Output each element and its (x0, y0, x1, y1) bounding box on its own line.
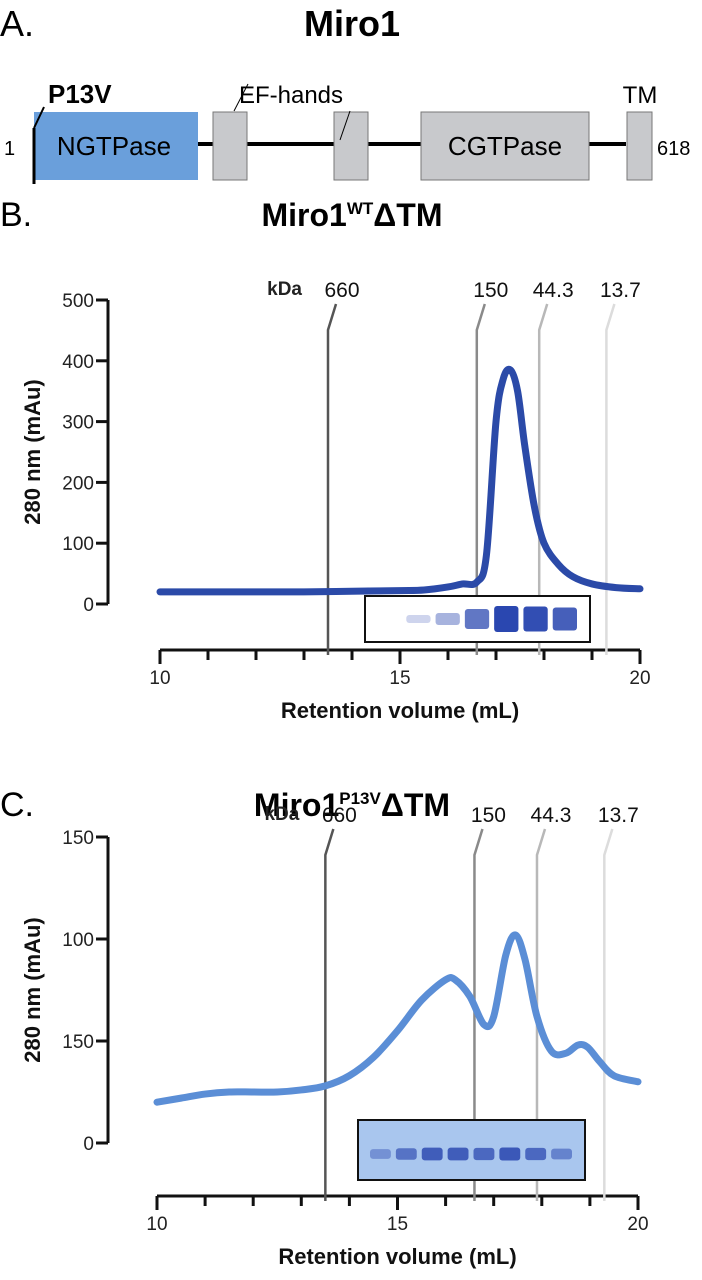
size-marker-label: 44.3 (533, 279, 574, 302)
title-main: Miro1 (254, 787, 339, 823)
gel-band (421, 1147, 443, 1161)
gel-band (395, 1148, 417, 1160)
size-marker-label: 13.7 (600, 279, 641, 302)
start-residue: 1 (4, 138, 15, 160)
ef-pointer-1 (233, 83, 249, 112)
x-tick-label: 15 (387, 1214, 408, 1235)
protein-title: Miro1 (304, 3, 400, 44)
kda-unit-label: kDa (267, 279, 302, 300)
gel-band (552, 607, 577, 631)
ngtpase-label: NGTPase (57, 131, 171, 161)
ef-hands-label: EF-hands (239, 82, 343, 109)
gel-inset (357, 1119, 586, 1181)
x-tick-label: 10 (146, 1214, 167, 1235)
y-tick-label: 200 (62, 473, 94, 494)
size-marker-line (603, 828, 614, 1201)
panel-a-domain-diagram: A. Miro1 P13V EF-hands TM NGTPase CGTPas… (0, 3, 690, 184)
y-tick-label: 150 (62, 828, 94, 849)
x-tick-label: 20 (629, 668, 650, 689)
y-tick-label: 300 (62, 413, 94, 434)
x-tick-label: 10 (149, 668, 170, 689)
size-marker-label: 150 (471, 804, 506, 827)
chart-c: C. Miro1P13VΔTM 0 150 100 150 280 nm (mAu) 10 15… (0, 786, 649, 1269)
cgtpase-label: CGTPase (448, 131, 562, 161)
gel-band (473, 1147, 495, 1161)
gel-band (464, 609, 490, 629)
x-tick-label: 15 (389, 668, 410, 689)
y-axis-label: 280 nm (mAu) (20, 379, 45, 524)
size-marker-line (475, 303, 486, 655)
gel-band (435, 613, 460, 625)
ngtpase-domain (34, 112, 198, 180)
kda-unit-label: kDa (264, 804, 299, 825)
size-marker-line (326, 303, 338, 655)
y-tick-label: 0 (83, 1134, 94, 1155)
y-tick-label: 100 (62, 534, 94, 555)
ef-hand-1-domain (212, 111, 248, 181)
chart-b: B. Miro1WTΔTM 0 100 200 300 400 500 280 nm (mAu)… (0, 196, 651, 723)
gel-band (370, 1149, 391, 1159)
y-tick-label: 0 (83, 595, 94, 616)
mutation-label: P13V (48, 79, 112, 109)
chart-title: Miro1P13VΔTM (254, 787, 450, 823)
y-tick-label: 150 (62, 1032, 94, 1053)
gel-band (551, 1148, 572, 1160)
tm-domain (626, 111, 653, 181)
size-marker-line (473, 828, 484, 1201)
gel-inset (364, 595, 591, 643)
gel-band (525, 1147, 547, 1161)
x-tick-label: 20 (627, 1214, 648, 1235)
chromatogram-trace (156, 365, 644, 596)
gel-band (494, 606, 519, 632)
title-superscript: P13V (339, 789, 381, 808)
gel-band (406, 615, 431, 623)
size-marker-line (324, 828, 335, 1201)
y-axis-label: 280 nm (mAu) (20, 917, 45, 1062)
size-marker-line (535, 828, 547, 1201)
gel-band (447, 1147, 469, 1161)
x-axis-label: Retention volume (mL) (278, 1244, 516, 1269)
chromatogram-trace (153, 931, 642, 1106)
title-suffix: ΔTM (381, 787, 450, 823)
panel-letter: B. (0, 196, 32, 234)
x-axis-label: Retention volume (mL) (281, 698, 519, 723)
size-marker-line (537, 303, 549, 655)
panel-letter: C. (0, 786, 34, 824)
size-marker-label: 13.7 (598, 804, 639, 827)
gel-band (523, 606, 548, 632)
size-marker-line (605, 303, 616, 655)
y-tick-label: 500 (62, 291, 94, 312)
end-residue: 618 (657, 138, 690, 160)
size-marker-label: 44.3 (531, 804, 572, 827)
mutation-marker-tick (33, 106, 45, 129)
gel-band (499, 1147, 521, 1161)
tm-label: TM (623, 82, 658, 109)
y-tick-label: 100 (62, 930, 94, 951)
title-suffix: ΔTM (373, 197, 442, 233)
gel-frame (357, 1119, 586, 1181)
title-superscript: WT (347, 199, 374, 218)
size-marker-label: 660 (324, 279, 359, 302)
y-tick-label: 400 (62, 352, 94, 373)
size-marker-label: 150 (473, 279, 508, 302)
chart-title: Miro1WTΔTM (262, 197, 443, 233)
panel-letter-a: A. (0, 3, 34, 44)
ef-pointer-2 (339, 110, 351, 141)
ef-hand-2-domain (333, 111, 369, 181)
title-main: Miro1 (262, 197, 347, 233)
cgtpase-domain (420, 111, 590, 181)
size-marker-label: 660 (322, 804, 357, 827)
